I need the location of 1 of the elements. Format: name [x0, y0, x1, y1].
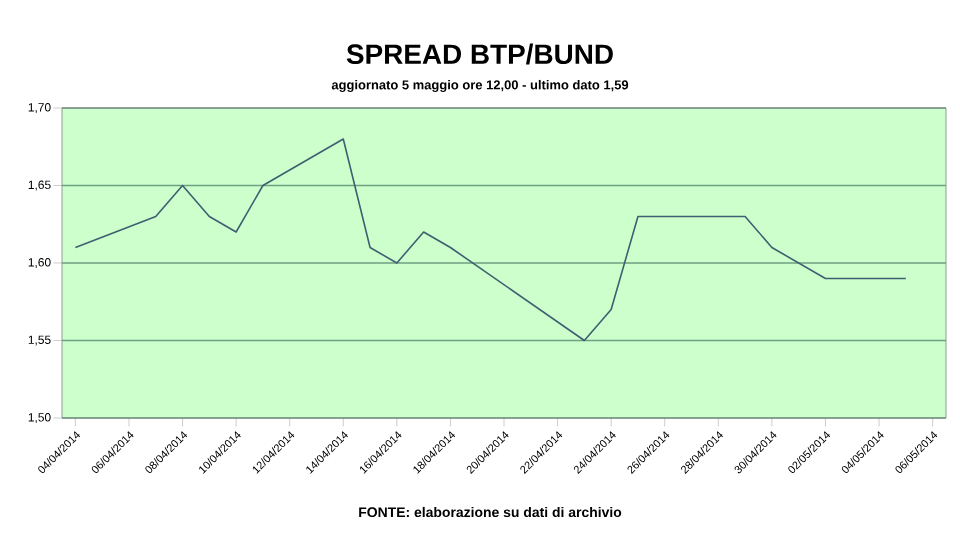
chart-title: SPREAD BTP/BUND: [346, 43, 613, 65]
